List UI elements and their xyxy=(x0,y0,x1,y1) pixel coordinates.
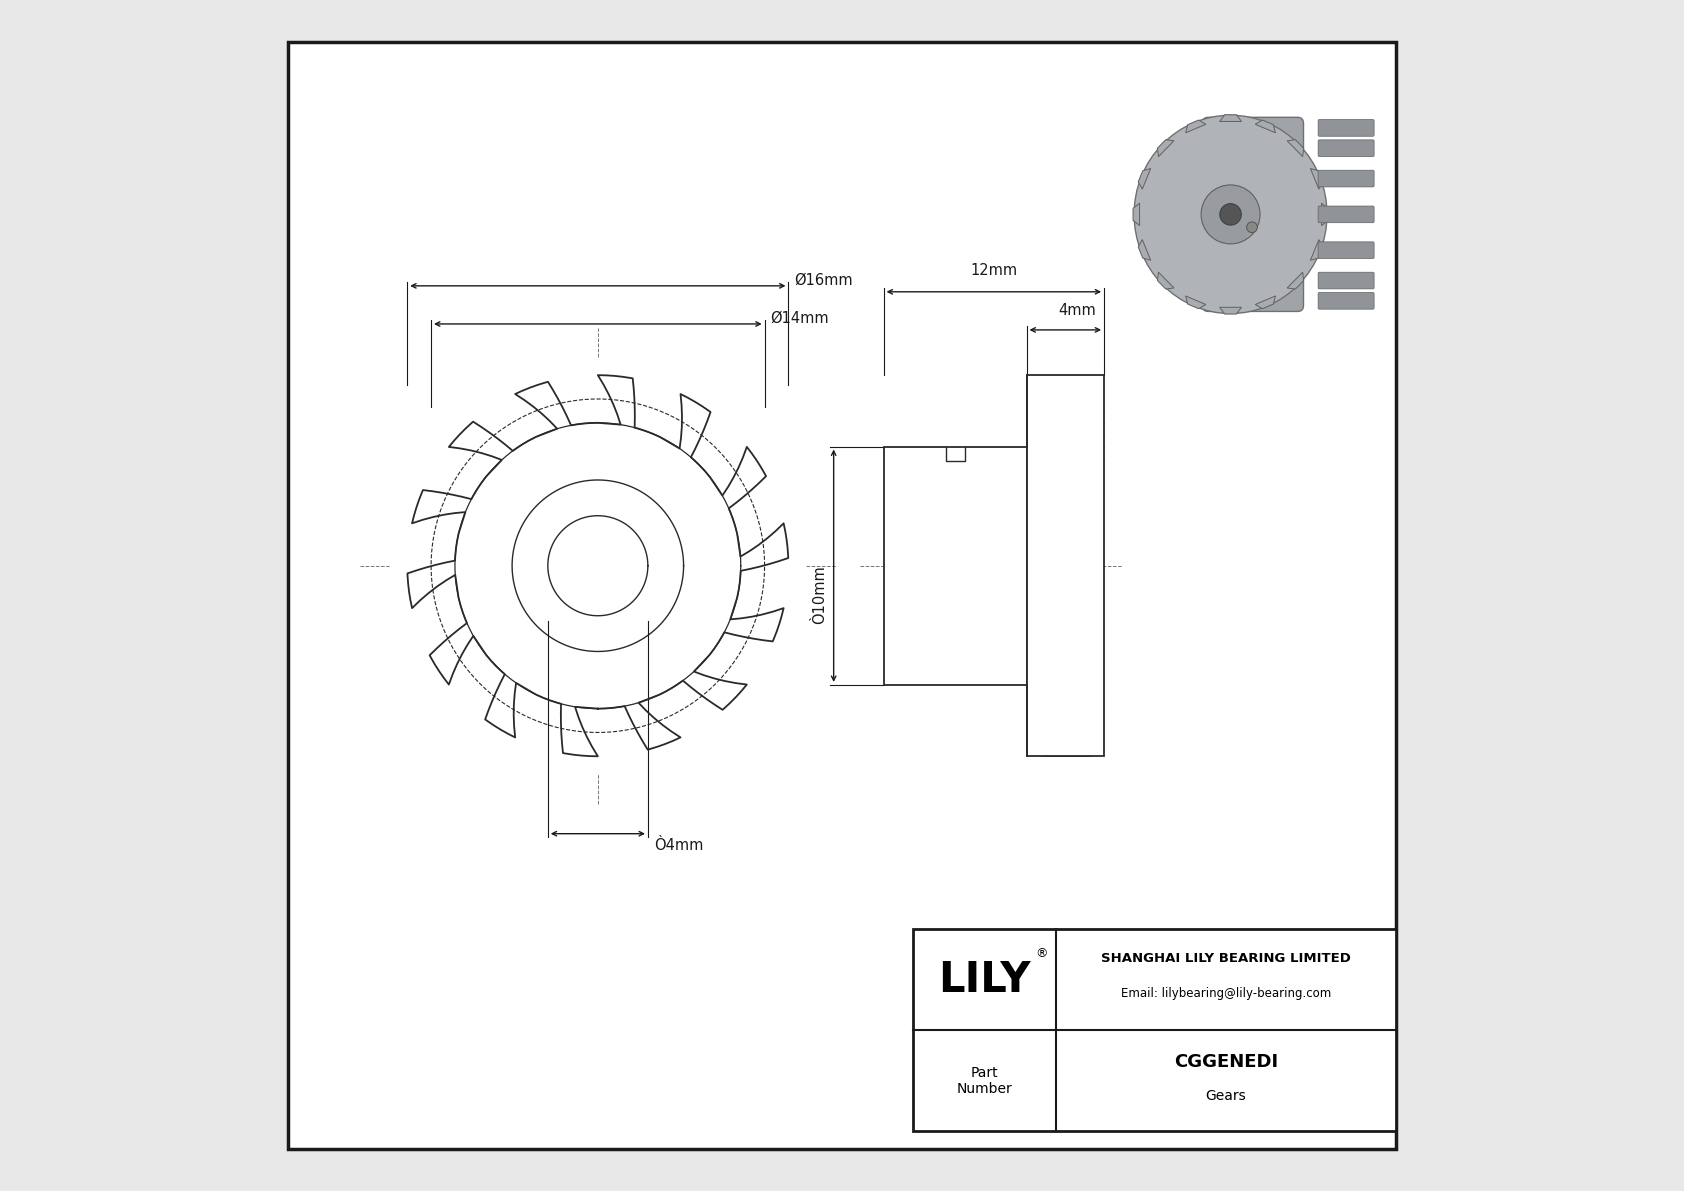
Text: Gears: Gears xyxy=(1206,1090,1246,1103)
Polygon shape xyxy=(1219,307,1241,314)
Polygon shape xyxy=(1322,204,1329,225)
FancyBboxPatch shape xyxy=(1319,273,1374,289)
Polygon shape xyxy=(1287,273,1303,289)
Text: Email: lilybearing@lily-bearing.com: Email: lilybearing@lily-bearing.com xyxy=(1120,987,1330,1000)
Polygon shape xyxy=(1186,295,1206,308)
Bar xyxy=(1027,375,1105,756)
Polygon shape xyxy=(1255,120,1275,133)
Polygon shape xyxy=(1157,139,1174,156)
Polygon shape xyxy=(1287,139,1303,156)
FancyBboxPatch shape xyxy=(1319,206,1374,223)
Text: 12mm: 12mm xyxy=(970,262,1017,278)
Circle shape xyxy=(1246,222,1258,232)
Polygon shape xyxy=(1157,273,1174,289)
Text: CGGENEDI: CGGENEDI xyxy=(1174,1053,1278,1071)
Text: Ò10mm: Ò10mm xyxy=(812,566,827,624)
FancyBboxPatch shape xyxy=(1319,242,1374,258)
Ellipse shape xyxy=(1133,116,1327,313)
Polygon shape xyxy=(1310,168,1324,189)
FancyBboxPatch shape xyxy=(1202,118,1303,312)
Bar xyxy=(913,929,1396,1131)
FancyBboxPatch shape xyxy=(1319,139,1374,156)
Ellipse shape xyxy=(1219,204,1241,225)
Text: 4mm: 4mm xyxy=(1058,303,1096,318)
FancyBboxPatch shape xyxy=(1319,170,1374,187)
Text: Ø14mm: Ø14mm xyxy=(771,311,829,325)
Polygon shape xyxy=(1186,120,1206,133)
Text: Part
Number: Part Number xyxy=(957,1066,1012,1096)
Polygon shape xyxy=(1255,295,1275,308)
Text: SHANGHAI LILY BEARING LIMITED: SHANGHAI LILY BEARING LIMITED xyxy=(1101,952,1351,965)
Ellipse shape xyxy=(1201,185,1260,244)
Polygon shape xyxy=(1133,204,1140,225)
FancyBboxPatch shape xyxy=(1319,119,1374,136)
Polygon shape xyxy=(1219,114,1241,121)
FancyBboxPatch shape xyxy=(1319,293,1374,310)
Text: ®: ® xyxy=(1036,947,1047,960)
Polygon shape xyxy=(1138,168,1150,189)
Text: LILY: LILY xyxy=(938,959,1031,1000)
Polygon shape xyxy=(1310,239,1324,261)
Polygon shape xyxy=(1138,239,1150,261)
Text: Ø16mm: Ø16mm xyxy=(795,273,854,287)
Text: Ò4mm: Ò4mm xyxy=(653,838,704,853)
Bar xyxy=(884,447,1027,685)
